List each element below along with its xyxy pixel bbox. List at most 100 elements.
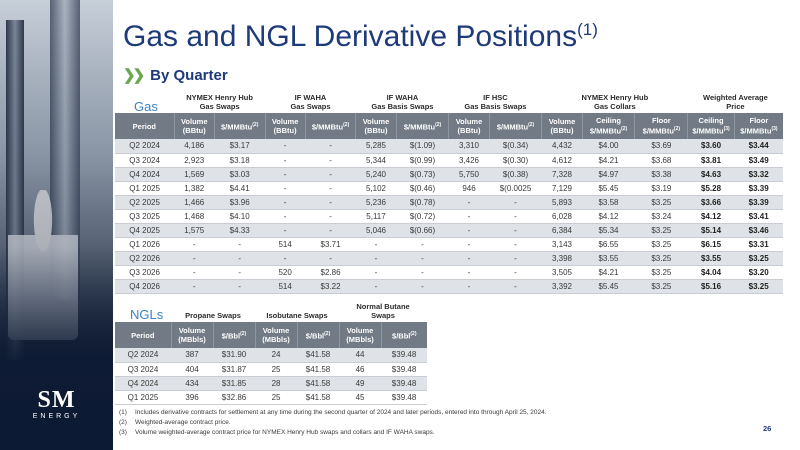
table-cell: $41.58 [297, 376, 340, 391]
table-cell: $3.39 [734, 195, 783, 210]
table-cell: - [396, 279, 449, 294]
table-cell: $3.44 [734, 139, 783, 154]
table-cell: - [265, 223, 306, 238]
period-cell: Q4 2024 [115, 376, 171, 391]
period-cell: Q1 2026 [115, 237, 175, 252]
column-header: Volume (BBtu) [541, 113, 583, 139]
table-cell: $3.03 [214, 167, 266, 182]
background-photo [0, 0, 113, 450]
table-cell: $6.55 [582, 237, 635, 252]
table-cell: $4.41 [214, 181, 266, 196]
ngl-derivatives-table: Propane Swaps Isobutane Swaps Normal Butan… [115, 302, 428, 405]
table-cell: 5,893 [541, 195, 583, 210]
table-cell: 28 [255, 376, 298, 391]
table-row: Q2 2024 4,186 $3.17- -5,285 $(1.09) 3,310 $(0.… [115, 139, 783, 154]
table-cell: - [265, 139, 306, 154]
table-cell: 45 [339, 390, 382, 405]
table-cell: 404 [171, 362, 213, 377]
table-cell: 387 [171, 348, 213, 363]
period-cell: Q3 2024 [115, 362, 171, 377]
table-cell: $31.87 [213, 362, 256, 377]
table-cell: - [396, 237, 449, 252]
table-cell: 24 [255, 348, 298, 363]
table-cell: - [448, 209, 490, 224]
footnote: (2) Weighted-average contract price. [119, 419, 231, 426]
table-cell: 3,398 [541, 251, 583, 266]
column-header: $/MMBtu(2) [396, 113, 450, 139]
table-cell: - [214, 265, 266, 280]
table-cell: $(0.99) [396, 153, 449, 168]
double-chevron-icon: ❯❯ [123, 67, 145, 84]
table-cell: 434 [171, 376, 213, 391]
table-cell: - [355, 279, 397, 294]
table-cell: $6.15 [687, 237, 735, 252]
table-cell: $41.58 [297, 362, 340, 377]
gas-section-label: Gas [134, 99, 158, 114]
table-cell: - [489, 237, 542, 252]
table-cell: $(0.34) [489, 139, 542, 154]
column-header: $/MMBtu(2) [214, 113, 266, 139]
table-cell: 3,426 [448, 153, 490, 168]
table-cell: - [214, 251, 266, 266]
table-cell: 396 [171, 390, 213, 405]
footnotes: (1) Includes derivative contracts for set… [119, 408, 547, 438]
table-cell: $4.21 [582, 265, 635, 280]
table-cell: $3.60 [687, 139, 735, 154]
table-row: Q3 2024 2,923 $3.18- -5,344 $(0.99) 3,426 $(0.… [115, 153, 783, 168]
table-cell: 1,466 [174, 195, 215, 210]
table-cell: $(0.66) [396, 223, 449, 238]
table-cell: $3.25 [634, 195, 688, 210]
table-cell: 5,344 [355, 153, 397, 168]
table-cell: - [265, 209, 306, 224]
table-cell: - [265, 167, 306, 182]
table-cell: $5.16 [687, 279, 735, 294]
table-cell: $(0.30) [489, 153, 542, 168]
column-group-header: NYMEX Henry Hub Gas Collars [581, 93, 649, 111]
table-cell: $3.25 [734, 251, 783, 266]
table-cell: $5.45 [582, 181, 635, 196]
table-cell: - [355, 251, 397, 266]
table-cell: - [396, 251, 449, 266]
column-header: Volume (BBtu) [265, 113, 306, 139]
table-cell: $3.71 [305, 237, 356, 252]
gas-derivatives-table: NYMEX Henry Hub Gas Swaps IF WAHA Gas Swaps… [115, 93, 783, 294]
table-cell: - [305, 139, 356, 154]
column-header: Volume (MBbls) [255, 322, 298, 348]
table-cell: 7,129 [541, 181, 583, 196]
table-cell: - [448, 265, 490, 280]
table-cell: $4.97 [582, 167, 635, 182]
column-group-header: Propane Swaps [185, 311, 241, 320]
column-group-header: NYMEX Henry Hub Gas Swaps [186, 93, 253, 111]
table-cell: $31.90 [213, 348, 256, 363]
period-cell: Q2 2026 [115, 251, 175, 266]
table-cell: $3.31 [734, 237, 783, 252]
table-cell: - [305, 223, 356, 238]
table-cell: $3.49 [734, 153, 783, 168]
column-header: Ceiling $/MMBtu(2) [582, 113, 636, 139]
table-cell: $5.28 [687, 181, 735, 196]
column-header: $/MMBtu(2) [305, 113, 357, 139]
column-header: Period [115, 322, 172, 348]
table-cell: $3.24 [634, 209, 688, 224]
table-cell: - [174, 279, 215, 294]
table-row: Q1 2025 396 $32.86 25 $41.58 45 $39.48 [115, 390, 428, 405]
table-cell: - [448, 195, 490, 210]
table-cell: 2,923 [174, 153, 215, 168]
table-cell: 25 [255, 362, 298, 377]
table-cell: 946 [448, 181, 490, 196]
table-cell: $31.85 [213, 376, 256, 391]
table-cell: - [355, 265, 397, 280]
table-cell: 4,186 [174, 139, 215, 154]
period-cell: Q2 2025 [115, 195, 175, 210]
table-cell: $3.25 [634, 279, 688, 294]
table-cell: 44 [339, 348, 382, 363]
table-cell: $5.45 [582, 279, 635, 294]
section-subtitle: ❯❯ By Quarter [123, 66, 228, 85]
table-cell: 6,028 [541, 209, 583, 224]
table-cell: $39.48 [381, 390, 428, 405]
table-cell: $4.00 [582, 139, 635, 154]
table-cell: $(0.73) [396, 167, 449, 182]
table-cell: 49 [339, 376, 382, 391]
column-header: Ceiling $/MMBtu(3) [687, 113, 735, 139]
column-group-header: IF WAHA Gas Basis Swaps [371, 93, 434, 111]
